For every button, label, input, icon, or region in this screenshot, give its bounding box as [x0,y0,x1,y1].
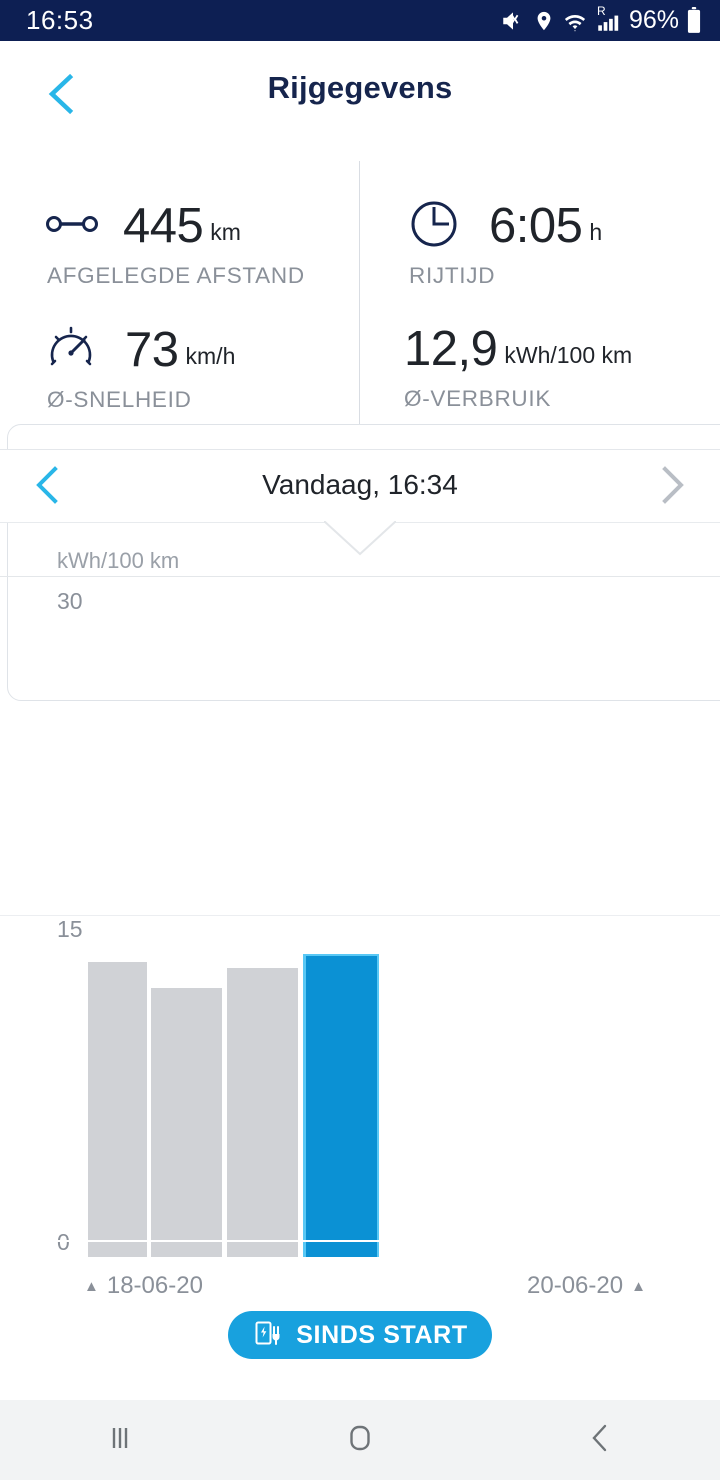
status-bar: 16:53 [0,0,720,41]
battery-percent-label: 96% [628,6,679,34]
chart-range-end-label: 20-06-20 ▲ [527,1272,646,1300]
date-selector-pointer-notch [323,520,397,557]
wifi-icon [562,8,588,34]
summary-column-divider [359,161,360,438]
metric-distance-value: 445 [123,199,204,254]
android-navigation-bar [0,1400,720,1480]
speedometer-icon [45,322,103,374]
chart-bar-highlighted[interactable] [306,956,377,1257]
metric-distance: 445 km AFGELEGDE AFSTAND [45,198,305,289]
metric-distance-unit: km [210,219,241,245]
chart-gridline-15 [0,915,720,916]
recents-icon [103,1421,137,1460]
chart-ytick-15: 15 [57,916,83,942]
metric-drivetime-unit: h [589,219,603,245]
chart-range-start-label: ▲ 18-06-20 [84,1272,203,1300]
nav-back-button[interactable] [480,1400,720,1480]
back-icon [583,1419,617,1462]
metric-avg-speed-value: 73 [125,323,179,378]
nav-home-button[interactable] [240,1400,480,1480]
app-header: Rijgegevens [0,41,720,145]
chevron-left-icon [44,69,78,124]
chart-bar[interactable] [88,962,147,1257]
metric-avg-consumption-label: Ø-VERBRUIK [404,385,552,411]
date-selector: Vandaag, 16:34 [0,449,720,523]
triangle-up-icon: ▲ [84,1277,99,1295]
triangle-up-icon: ▲ [631,1277,646,1295]
route-distance-icon [45,198,103,250]
date-selector-label: Vandaag, 16:34 [262,469,458,500]
summary-metrics: 445 km AFGELEGDE AFSTAND 6:05 h RIJTIJD [0,150,720,440]
home-icon [343,1419,377,1462]
chart-bar[interactable] [151,988,222,1257]
chevron-right-icon [658,463,688,512]
cellular-signal-icon: R [595,3,621,34]
chevron-left-icon [32,463,62,512]
chart-y-axis-unit: kWh/100 km [57,548,180,573]
metric-avg-speed-label: Ø-SNELHEID [47,387,192,412]
header-back-button[interactable] [30,65,92,127]
metric-avg-consumption-unit: kWh/100 km [504,341,633,368]
chart-range-end-text: 20-06-20 [527,1272,624,1299]
nav-recents-button[interactable] [0,1400,240,1480]
metric-drivetime: 6:05 h RIJTIJD [409,198,602,289]
chart-bar[interactable] [227,968,298,1257]
since-start-label: SINDS START [296,1320,468,1349]
status-clock: 16:53 [26,5,94,35]
metric-drivetime-label: RIJTIJD [409,263,496,288]
since-start-button[interactable]: SINDS START [228,1311,492,1359]
clock-icon [409,198,467,250]
chart-ytick-0: 0 [57,1229,70,1255]
battery-icon [686,7,702,34]
roaming-label: R [596,3,606,18]
status-icon-tray: R 96% [500,3,702,35]
consumption-bar-chart[interactable]: kWh/100 km 30 15 0 ▲ 18-06-20 20-06-20 ▲ [0,524,720,1299]
metric-avg-speed: 73 km/h Ø-SNELHEID [45,322,235,413]
date-prev-button[interactable] [16,456,78,518]
page-title: Rijgegevens [267,70,453,105]
chart-zero-baseline [0,1240,720,1242]
date-next-button[interactable] [642,456,704,518]
metric-avg-speed-unit: km/h [185,343,236,369]
chart-range-start-text: 18-06-20 [106,1272,203,1299]
metric-distance-label: AFGELEGDE AFSTAND [47,263,305,288]
location-pin-icon [533,8,555,34]
metric-avg-consumption-value: 12,9 [404,322,498,376]
charging-station-icon [252,1317,284,1354]
chart-ytick-30: 30 [57,588,83,614]
mute-icon [500,8,526,34]
chart-gridline-30 [0,576,720,577]
metric-drivetime-value: 6:05 [489,199,583,254]
metric-avg-consumption: 12,9 kWh/100 km Ø-VERBRUIK [404,322,633,412]
